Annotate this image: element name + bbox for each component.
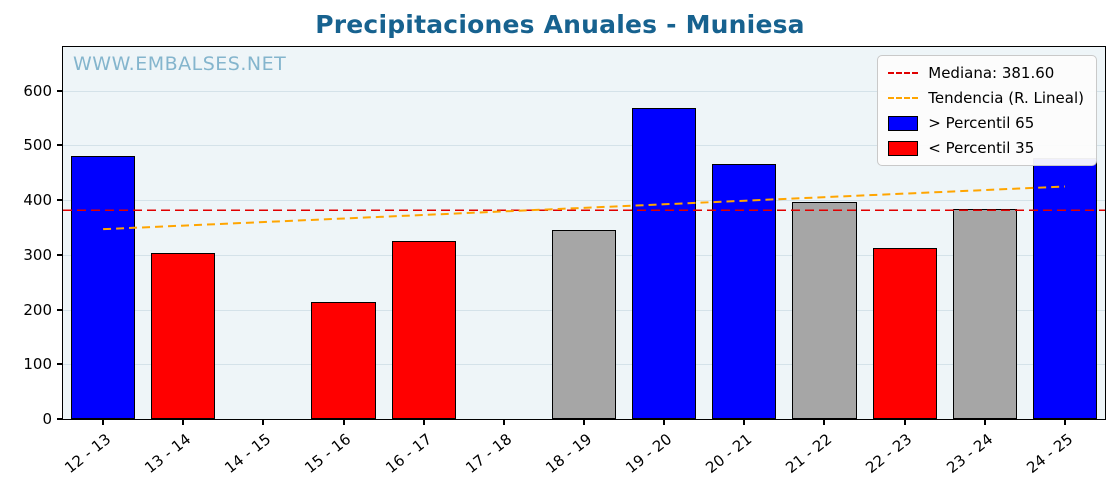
bar-19-20 <box>632 108 697 419</box>
y-tick-label: 0 <box>42 410 52 428</box>
gridline <box>63 90 1105 92</box>
gridline <box>63 200 1105 202</box>
legend-p65-label: > Percentil 65 <box>928 114 1035 132</box>
x-tick-label: 23 - 24 <box>942 430 996 477</box>
x-tick-label: 24 - 25 <box>1023 430 1077 477</box>
plot-area: WWW.EMBALSES.NET Mediana: 381.60 Tendenc… <box>62 46 1106 420</box>
x-tick-mark <box>262 420 265 425</box>
legend-p35-label: < Percentil 35 <box>928 139 1035 157</box>
y-tick-mark <box>57 363 62 366</box>
x-tick-mark <box>743 420 746 425</box>
p65-swatch <box>888 115 919 131</box>
bar-18-19 <box>551 230 617 419</box>
lines-overlay <box>63 185 1105 231</box>
x-tick-mark <box>1063 420 1066 425</box>
x-tick-mark <box>502 420 505 425</box>
x-tick-label: 17 - 18 <box>461 430 515 477</box>
y-tick-mark <box>57 418 62 420</box>
legend-item-median: Mediana: 381.60 <box>888 64 1084 82</box>
x-tick-mark <box>342 420 345 425</box>
bar-12-13 <box>71 155 136 419</box>
chart-row: WWW.EMBALSES.NET Mediana: 381.60 Tendenc… <box>0 46 1120 477</box>
bar-15-16 <box>311 302 376 419</box>
y-tick-mark <box>57 89 62 92</box>
trend-line <box>103 185 1065 231</box>
bar-22-23 <box>872 248 937 419</box>
x-tick-label: 20 - 21 <box>702 430 756 477</box>
y-tick-label: 100 <box>23 355 52 374</box>
bar-24-25 <box>1032 157 1097 419</box>
y-tick-label: 200 <box>23 300 52 319</box>
x-tick-mark <box>903 420 906 425</box>
x-tick-label: 21 - 22 <box>782 430 836 477</box>
x-tick-mark <box>102 420 105 425</box>
x-tick-mark <box>583 420 585 425</box>
x-tick-label: 13 - 14 <box>141 430 195 477</box>
x-tick-label: 16 - 17 <box>381 430 435 477</box>
median-line-swatch <box>888 72 919 74</box>
p35-swatch <box>888 140 919 156</box>
legend-trend-label: Tendencia (R. Lineal) <box>928 89 1084 107</box>
x-tick-mark <box>663 420 666 425</box>
x-tick-mark <box>823 420 826 425</box>
trend-line-swatch <box>888 97 919 99</box>
bar-16-17 <box>391 241 456 419</box>
bar-20-21 <box>712 163 777 419</box>
bar-13-14 <box>151 253 216 419</box>
x-tick-label: 15 - 16 <box>301 430 355 477</box>
watermark: WWW.EMBALSES.NET <box>73 53 287 75</box>
y-tick-label: 500 <box>23 136 52 155</box>
bar-23-24 <box>952 209 1017 419</box>
x-tick-label: 14 - 15 <box>221 430 275 477</box>
legend-item-p65: > Percentil 65 <box>888 114 1084 132</box>
x-tick-mark <box>983 420 986 425</box>
y-tick-label: 300 <box>23 245 52 264</box>
chart-title: Precipitaciones Anuales - Muniesa <box>315 10 805 39</box>
y-tick-label: 600 <box>23 81 52 100</box>
y-tick-mark <box>57 144 62 147</box>
x-tick-label: 18 - 19 <box>542 430 596 477</box>
x-tick-mark <box>182 420 185 425</box>
legend-item-p35: < Percentil 35 <box>888 139 1084 157</box>
legend-item-trend: Tendencia (R. Lineal) <box>888 89 1084 107</box>
x-tick-mark <box>422 420 425 425</box>
bar-21-22 <box>792 201 857 419</box>
legend-median-label: Mediana: 381.60 <box>928 64 1055 82</box>
y-tick-mark <box>57 253 62 256</box>
legend: Mediana: 381.60 Tendencia (R. Lineal) > … <box>877 55 1097 166</box>
y-tick-mark <box>57 308 62 311</box>
y-tick-label: 400 <box>23 191 52 210</box>
gridline <box>63 145 1105 147</box>
x-tick-label: 22 - 23 <box>862 430 916 477</box>
y-tick-mark <box>57 199 62 202</box>
x-tick-label: 12 - 13 <box>61 430 115 477</box>
x-tick-label: 19 - 20 <box>622 430 676 477</box>
